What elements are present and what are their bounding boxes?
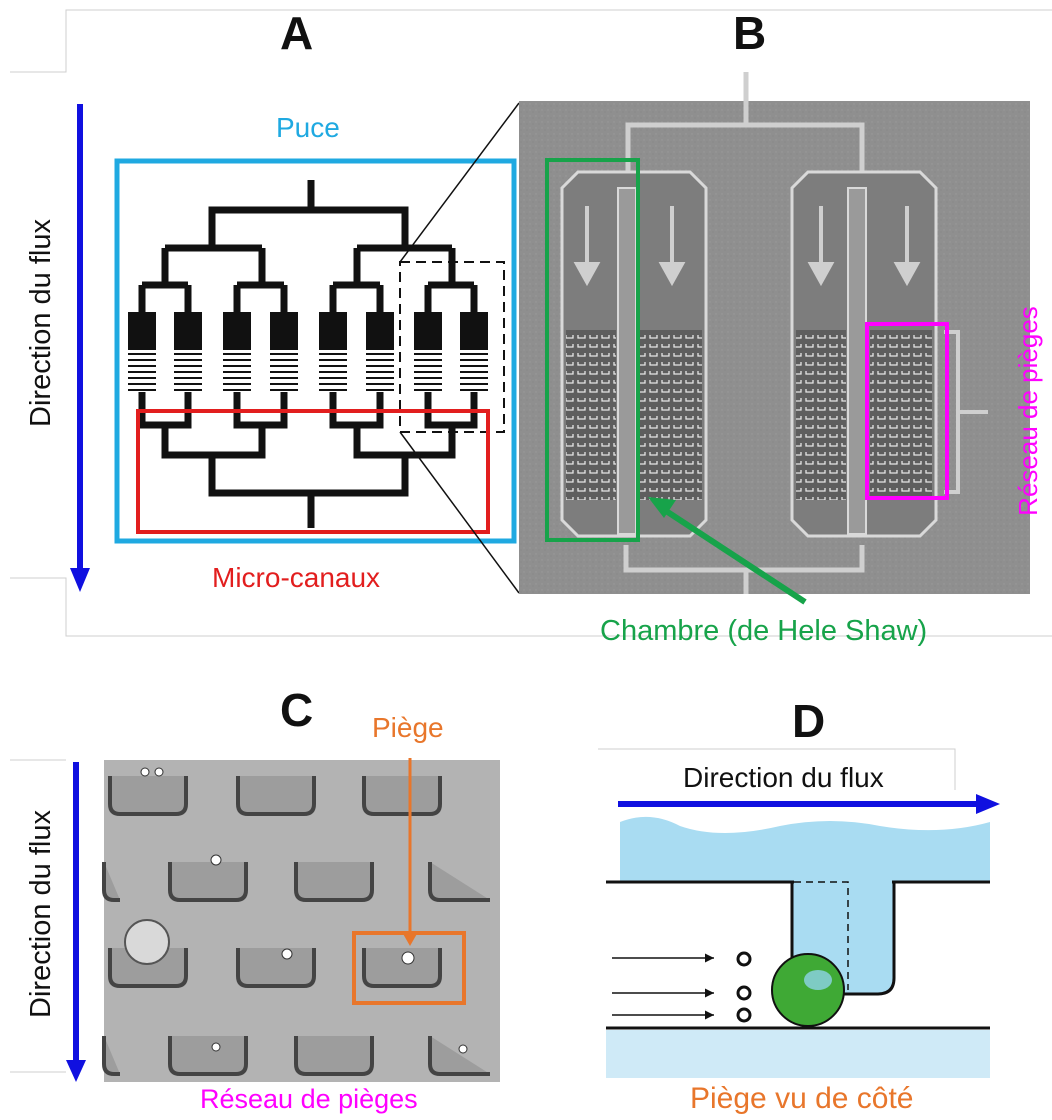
- flow-label-c: Direction du flux: [25, 810, 57, 1018]
- large-cell-c: [124, 919, 170, 965]
- panel-d: [606, 794, 1000, 1078]
- array-box: [865, 322, 949, 500]
- panel-letter-d: D: [792, 695, 826, 747]
- chamber-pointer: [658, 504, 807, 605]
- trapped-cell-d: [771, 953, 845, 1027]
- panel-a: [70, 102, 520, 594]
- channel-tree: [138, 180, 478, 528]
- down-arrow-icon: [66, 1060, 86, 1082]
- frame-lines: [10, 9, 1052, 1073]
- flow-label-a: Direction du flux: [25, 219, 57, 427]
- zoom-region: [399, 261, 505, 433]
- panel-b: [519, 72, 1030, 605]
- array-bracket: [944, 330, 988, 494]
- flow-lines-d: [612, 953, 714, 1020]
- dashed-outline: [794, 881, 849, 990]
- channels-label: Micro-canaux: [212, 562, 381, 593]
- flow-label-d: Direction du flux: [683, 762, 884, 793]
- chamber-pointer-head: [648, 497, 676, 518]
- fluid-top: [620, 816, 990, 882]
- trap-cups-c: [102, 776, 490, 1076]
- chamber-label: Chambre (de Hele Shaw): [600, 615, 928, 647]
- fluid-bottom: [606, 1030, 990, 1078]
- trap-pointer-head: [402, 932, 418, 946]
- chip-label: Puce: [276, 112, 340, 143]
- inlet-channels: [623, 72, 865, 594]
- panel-letter-a: A: [280, 7, 314, 59]
- channels-box: [136, 409, 490, 534]
- trap-arrays-b: [566, 330, 932, 500]
- chamber-box: [545, 158, 640, 542]
- small-particles: [736, 951, 752, 1023]
- down-arrow-icon: [70, 568, 90, 592]
- zoom-line: [399, 102, 520, 263]
- array-label-c: Réseau de pièges: [200, 1084, 418, 1114]
- down-arrow-icon: [573, 206, 921, 287]
- panel-letter-b: B: [733, 7, 767, 59]
- trap-label: Piège: [372, 712, 444, 743]
- chip-box: [114, 158, 517, 544]
- array-label-b: Réseau de pièges: [1013, 306, 1043, 516]
- side-view-caption: Piège vu de côté: [690, 1082, 914, 1115]
- cell-highlight: [804, 970, 832, 990]
- zoom-line: [399, 431, 520, 594]
- panel-letter-c: C: [280, 684, 314, 736]
- panel-c: [66, 758, 500, 1082]
- trapped-cells-c: [140, 767, 468, 1054]
- right-arrow-icon: [976, 794, 1000, 814]
- chip-chambers: [128, 312, 488, 391]
